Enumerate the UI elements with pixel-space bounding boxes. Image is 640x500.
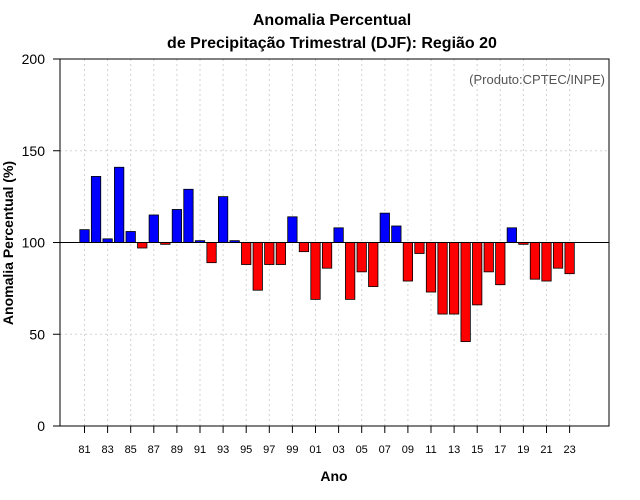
y-axis: 0 50 100 150 200: [22, 51, 60, 434]
x-axis: 81 83 85 87 89 91 93 95 97 99 01 03 05 07 09 11 13 15 17 19…: [78, 426, 576, 456]
x-tick-label-21: 21: [540, 444, 552, 456]
bar-90: [183, 188, 194, 243]
x-tick-label-17: 17: [494, 444, 506, 456]
bar-96: [252, 242, 263, 291]
x-tick-label-09: 09: [402, 444, 414, 456]
bar-87: [148, 214, 159, 243]
x-tick-label-89: 89: [171, 444, 183, 456]
bar-17: [495, 242, 506, 286]
bar-07: [379, 212, 390, 243]
bar-95: [241, 242, 252, 265]
bar-83: [102, 238, 113, 243]
credit-text: (Produto:CPTEC/INPE): [469, 72, 605, 87]
x-tick-label-07: 07: [379, 444, 391, 456]
bar-92: [206, 242, 217, 264]
bar-81: [79, 229, 90, 243]
bar-11: [425, 242, 437, 293]
bar-18: [506, 227, 517, 243]
y-axis-label: Anomalia Percentual (%): [0, 161, 16, 325]
y-tick-label-0: 0: [37, 418, 45, 434]
y-tick-label-50: 50: [29, 326, 45, 342]
bar-84: [114, 166, 125, 243]
y-tick-label-100: 100: [22, 235, 46, 251]
bar-16: [483, 242, 494, 273]
bar-04: [345, 242, 356, 300]
bar-05: [356, 242, 367, 273]
bar-98: [275, 242, 286, 265]
x-tick-label-85: 85: [125, 444, 137, 456]
x-tick-label-87: 87: [148, 444, 160, 456]
bar-23: [564, 242, 575, 275]
x-tick-label-11: 11: [425, 444, 436, 456]
x-tick-label-13: 13: [448, 444, 460, 456]
bar-21: [541, 242, 552, 282]
x-tick-label-91: 91: [194, 444, 206, 456]
y-tick-label-200: 200: [22, 51, 46, 67]
x-tick-label-83: 83: [101, 444, 113, 456]
bar-13: [448, 242, 460, 315]
x-tick-label-05: 05: [356, 444, 368, 456]
bar-09: [402, 242, 414, 282]
bar-99: [287, 216, 298, 243]
bar-12: [437, 242, 448, 315]
bar-85: [125, 231, 136, 243]
bar-89: [171, 209, 182, 243]
bar-10: [414, 242, 425, 254]
chart-title-line-1: Anomalia Percentual: [253, 12, 411, 29]
bars: [79, 166, 575, 342]
bar-93: [217, 196, 229, 243]
x-axis-label: Ano: [320, 468, 347, 484]
x-tick-label-97: 97: [263, 444, 275, 456]
x-tick-label-23: 23: [563, 444, 575, 456]
bar-06: [368, 242, 379, 287]
x-tick-label-81: 81: [78, 444, 90, 456]
x-tick-label-01: 01: [309, 444, 321, 456]
bar-86: [137, 242, 148, 249]
bar-01: [310, 242, 321, 300]
x-tick-label-19: 19: [517, 444, 529, 456]
bar-15: [472, 242, 483, 306]
x-tick-label-95: 95: [240, 444, 252, 456]
x-tick-label-93: 93: [217, 444, 229, 456]
grid: [60, 59, 609, 426]
bar-00: [298, 242, 310, 253]
bar-14: [460, 242, 471, 342]
x-tick-label-99: 99: [286, 444, 298, 456]
bar-20: [529, 242, 541, 280]
bar-02: [321, 242, 333, 269]
bar-03: [333, 227, 344, 243]
y-tick-label-150: 150: [22, 143, 46, 159]
bar-22: [552, 242, 564, 269]
bar-97: [264, 242, 275, 265]
chart-title-line-2: de Precipitação Trimestral (DJF): Região…: [167, 35, 497, 52]
bar-08: [391, 225, 402, 243]
x-tick-label-15: 15: [471, 444, 483, 456]
bar-82: [90, 176, 102, 243]
x-tick-label-03: 03: [332, 444, 344, 456]
